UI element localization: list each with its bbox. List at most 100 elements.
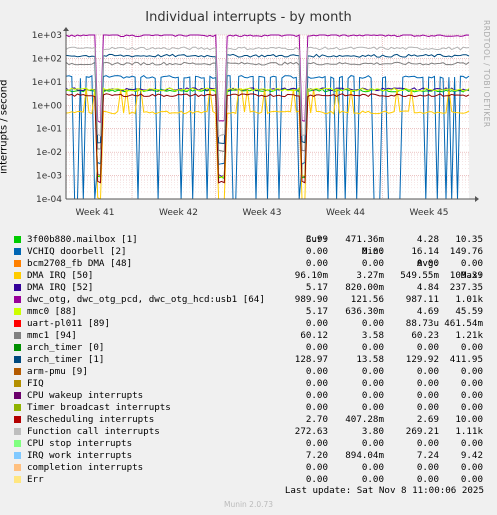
legend-max: 461.54m [444,318,483,329]
legend-cur: 0.00 [305,462,328,473]
y-tick-label: 1e+01 [32,78,62,88]
legend-max: 0.00 [460,366,483,377]
header-max: Max: [460,270,483,281]
legend-swatch [14,368,21,375]
legend-min: 121.56 [350,294,384,305]
legend-max: 411.95 [449,354,483,365]
y-tick-label: 1e-04 [36,195,62,205]
legend-cur: 96.10m [294,270,328,281]
series-line [65,61,470,153]
last-update: Last update: Sat Nov 8 11:00:06 2025 [284,485,484,496]
legend-cur: 7.20 [305,450,328,461]
y-tick-label: 1e+03 [32,31,62,41]
legend-swatch [14,380,21,387]
legend-min: 13.58 [356,354,384,365]
series-line [65,53,470,145]
legend-name: arch_timer [1] [27,354,105,365]
legend-name: dwc_otg, dwc_otg_pcd, dwc_otg_hcd:usb1 [… [27,294,265,305]
legend-avg: 4.69 [416,306,439,317]
legend-min: 0.00 [361,318,384,329]
legend-max: 0.00 [460,462,483,473]
legend-swatch [14,464,21,471]
legend-max: 0.00 [460,342,483,353]
legend-cur: 989.90 [294,294,328,305]
y-axis-arrow [63,27,69,31]
legend-max: 10.35 [455,234,483,245]
legend-max: 0.00 [460,474,483,485]
legend-min: 0.00 [361,390,384,401]
legend-cur: 5.17 [305,282,328,293]
legend-cur: 0.00 [305,402,328,413]
legend-swatch [14,332,21,339]
legend-swatch [14,476,21,483]
legend-name: IRQ work interrupts [27,450,133,461]
legend-avg: 2.69 [416,414,439,425]
legend-cur: 2.70 [305,414,328,425]
legend-min: 0.00 [361,246,384,257]
legend-name: Rescheduling interrupts [27,414,155,425]
legend-min: 0.00 [361,402,384,413]
series-line [65,88,470,200]
legend-cur: 60.12 [300,330,328,341]
legend-max: 0.00 [460,438,483,449]
legend-min: 0.00 [361,438,384,449]
legend-avg: 4.28 [416,234,439,245]
legend-max: 0.00 [460,378,483,389]
legend-min: 0.00 [361,378,384,389]
legend-max: 0.00 [460,402,483,413]
legend-avg: 0.00 [416,342,439,353]
legend-max: 109.39 [449,270,483,281]
x-tick-label: Week 41 [76,208,115,218]
series-line [65,87,470,179]
legend-avg: 269.21 [405,426,439,437]
x-tick-label: Week 42 [159,208,198,218]
x-axis-arrow [475,196,479,202]
legend-swatch [14,248,21,255]
legend-max: 1.01k [455,294,483,305]
series-line [65,34,470,124]
y-tick-label: 1e+00 [32,101,63,111]
legend-swatch [14,440,21,447]
legend-cur: 0.00 [305,258,328,269]
series-line [65,46,470,138]
legend-avg: 549.55m [400,270,439,281]
legend-swatch [14,392,21,399]
x-tick-label: Week 44 [326,208,365,218]
legend-min: 0.00 [361,258,384,269]
legend-cur: 3.99 [305,234,328,245]
legend-cur: 0.00 [305,342,328,353]
legend-name: bcm2708_fb DMA [48] [27,258,133,269]
legend-cur: 272.63 [294,426,328,437]
legend-header: Cur: Min: Avg: Max: [0,222,483,281]
legend-avg: 7.24 [416,450,439,461]
legend-cur: 5.17 [305,306,328,317]
legend-max: 0.00 [460,390,483,401]
rrdtool-credit: RRDTOOL / TOBI OETIKER [482,20,491,128]
legend-avg: 0.00 [416,390,439,401]
legend-cur: 0.00 [305,390,328,401]
legend-min: 894.04m [345,450,384,461]
legend-swatch [14,236,21,243]
legend-name: mmc1 [94] [27,330,77,341]
legend-name: arch_timer [0] [27,342,105,353]
x-tick-label: Week 43 [243,208,282,218]
legend-avg: 88.73u [405,318,439,329]
legend-cur: 0.00 [305,366,328,377]
header-avg: Avg: [416,258,439,269]
y-tick-label: 1e-03 [36,172,62,182]
legend-max: 237.35 [449,282,483,293]
legend-min: 820.00m [345,282,384,293]
legend-name: CPU wakeup interrupts [27,390,144,401]
legend-swatch [14,452,21,459]
legend-name: arm-pmu [9] [27,366,88,377]
legend-avg: 0.00 [416,474,439,485]
series-line [65,93,470,184]
legend-cur: 128.97 [294,354,328,365]
legend-swatch [14,428,21,435]
legend-avg: 987.11 [405,294,439,305]
legend-name: Timer broadcast interrupts [27,402,171,413]
legend-min: 3.27m [356,270,384,281]
legend-avg: 0.00 [416,378,439,389]
x-tick-label: Week 45 [410,208,449,218]
legend-min: 3.80 [361,426,384,437]
